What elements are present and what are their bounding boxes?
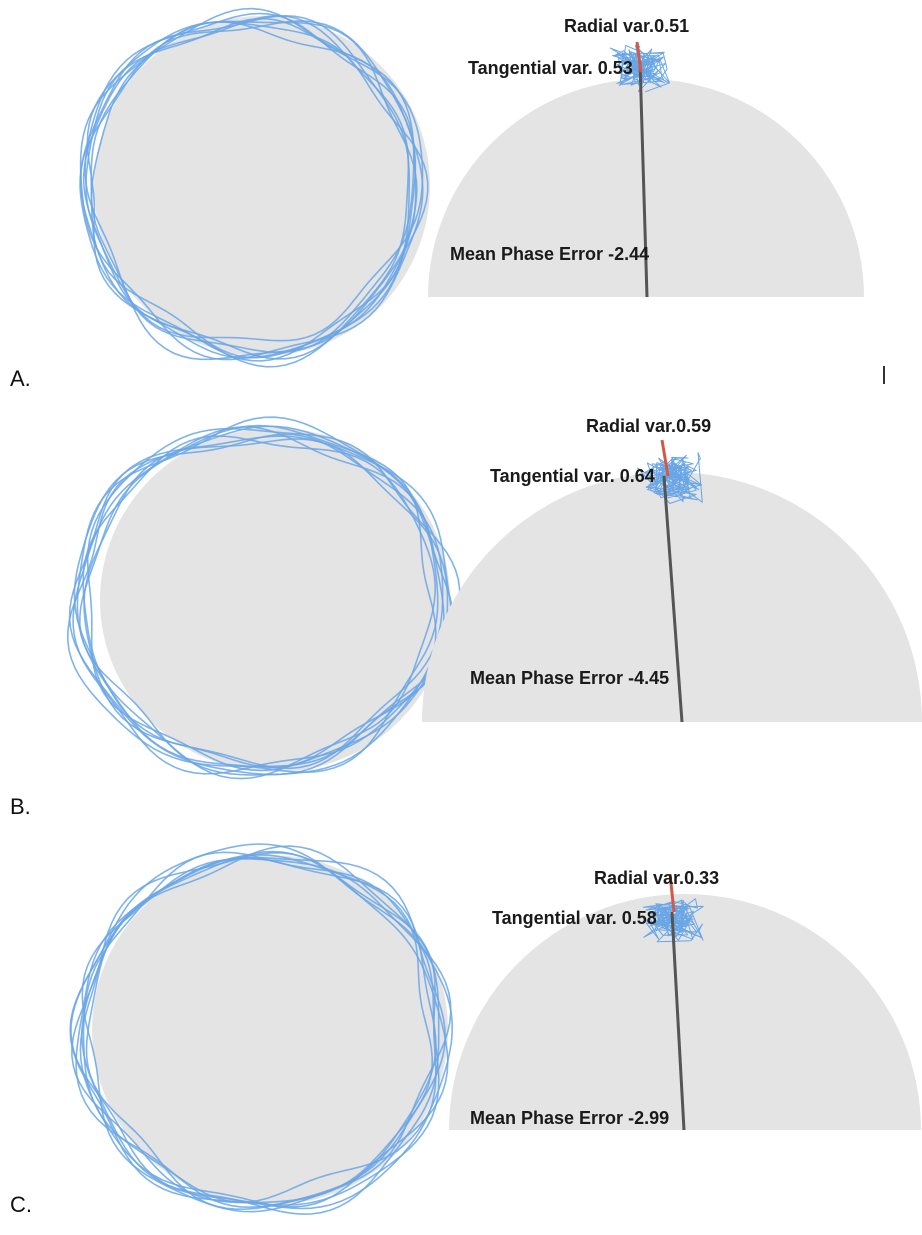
panel-a: A. Radial var.0.51 Tangential var. 0.53 …: [0, 0, 922, 400]
mean-phase-line: [670, 911, 686, 1131]
panel-b-letter: B.: [10, 794, 31, 819]
radial-var-value: 0.51: [654, 16, 690, 36]
trajectory-disc: [94, 16, 430, 356]
panel-b-graphics: [66, 416, 922, 780]
radial-var-text: Radial var.: [564, 16, 655, 36]
panel-b: B. Radial var.0.59 Tangential var. 0.64 …: [0, 410, 922, 830]
panel-c-graphics: [69, 843, 921, 1215]
radial-variance-bar: [635, 41, 643, 73]
tangential-var-value: 0.58: [621, 908, 657, 928]
mean-phase-line: [662, 475, 684, 723]
radial-variance-bar: [668, 873, 676, 913]
trajectory-disc: [100, 428, 450, 772]
panel-c: C. Radial var.0.33 Tangential var. 0.58 …: [0, 840, 922, 1235]
trajectory-trace: [83, 438, 449, 769]
mean-phase-text: Mean Phase Error: [450, 244, 604, 264]
trajectory-trace: [72, 426, 445, 775]
panel-b-tangential-label: Tangential var. 0.64: [490, 466, 655, 487]
trajectory-trace: [85, 17, 424, 342]
phase-error-cluster: [637, 452, 703, 504]
tangential-var-text: Tangential var.: [490, 466, 615, 486]
trajectory-trace: [81, 845, 440, 1215]
trajectory-trace: [79, 20, 417, 362]
panel-c-letter: C.: [10, 1192, 32, 1217]
panel-c-radial-label: Radial var.0.33: [594, 868, 719, 889]
mean-phase-text: Mean Phase Error: [470, 668, 624, 688]
phase-error-cluster: [642, 898, 704, 943]
radial-var-text: Radial var.: [586, 416, 677, 436]
panel-a-mean-phase-label: Mean Phase Error -2.44: [450, 244, 649, 265]
phase-semicircle: [428, 79, 864, 297]
mean-phase-value: -2.99: [628, 1108, 670, 1128]
tangential-var-text: Tangential var.: [468, 58, 593, 78]
radial-var-value: 0.59: [676, 416, 712, 436]
panel-a-letter: A.: [10, 366, 31, 391]
radial-var-value: 0.33: [684, 868, 720, 888]
panel-b-radial-label: Radial var.0.59: [586, 416, 711, 437]
tangential-var-value: 0.64: [619, 466, 655, 486]
phase-semicircle: [449, 894, 921, 1130]
tangential-var-text: Tangential var.: [492, 908, 617, 928]
mean-phase-value: -2.44: [608, 244, 650, 264]
panel-a-graphics: [79, 7, 864, 368]
panel-a-radial-label: Radial var.0.51: [564, 16, 689, 37]
phase-error-cluster: [609, 44, 670, 93]
radial-var-text: Radial var.: [594, 868, 685, 888]
mean-phase-text: Mean Phase Error: [470, 1108, 624, 1128]
radial-variance-bar: [660, 439, 670, 477]
trajectory-trace: [86, 21, 429, 359]
tangential-var-value: 0.53: [597, 58, 633, 78]
mean-phase-line: [638, 61, 649, 298]
mean-phase-value: -4.45: [628, 668, 670, 688]
trajectory-trace: [75, 856, 447, 1209]
trajectory-trace: [66, 425, 455, 768]
trajectory-disc: [92, 855, 448, 1205]
trajectory-trace: [82, 851, 454, 1203]
panel-b-mean-phase-label: Mean Phase Error -4.45: [470, 668, 669, 689]
panel-c-tangential-label: Tangential var. 0.58: [492, 908, 657, 929]
panel-a-tangential-label: Tangential var. 0.53: [468, 58, 633, 79]
trajectory-trace: [86, 427, 461, 772]
panel-c-mean-phase-label: Mean Phase Error -2.99: [470, 1108, 669, 1129]
stray-tick-mark: [883, 366, 885, 384]
